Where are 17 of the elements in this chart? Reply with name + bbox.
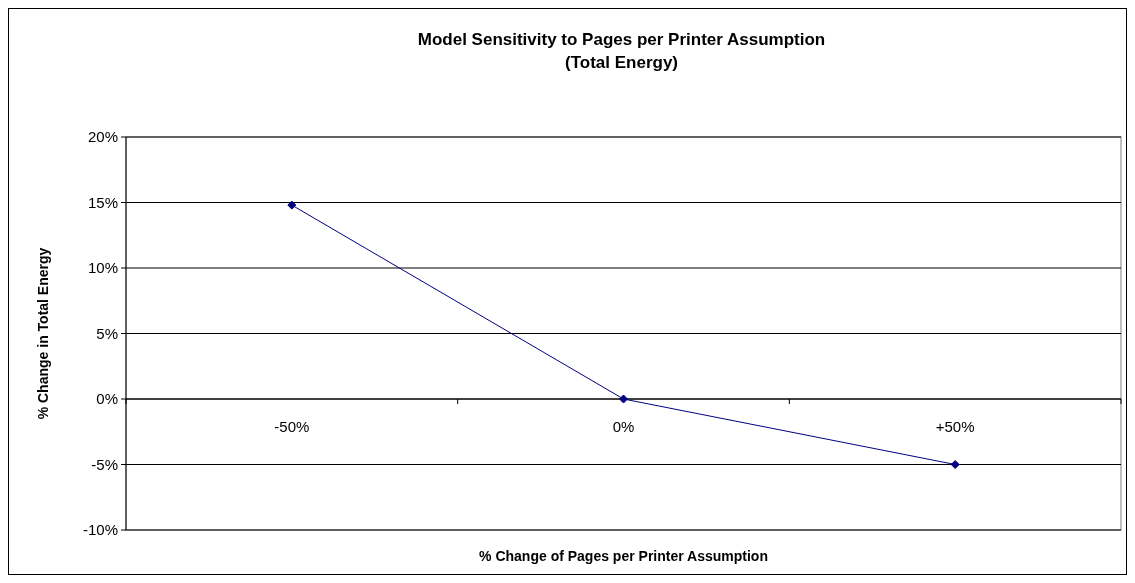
point: [950, 460, 960, 469]
y-tick-label: 10%: [87, 259, 118, 276]
point: [619, 394, 628, 404]
x-axis-title: % Change of Pages per Printer Assumption: [479, 548, 768, 564]
chart-title: Model Sensitivity to Pages per Printer Assumption: [417, 30, 826, 49]
x-tick-label: 0%: [612, 418, 635, 435]
y-tick-label: -5%: [91, 455, 118, 473]
y-tick-label: 0%: [96, 390, 118, 407]
point: [287, 200, 297, 210]
y-tick-label: 20%: [87, 128, 118, 145]
y-tick-label: 15%: [87, 193, 118, 211]
y-axis-title: % Change in Total Energy: [35, 247, 51, 420]
x-tick-label: -50%: [274, 418, 310, 435]
chart-subtitle: (Total Energy): [564, 53, 679, 72]
x-tick-label: +50%: [935, 418, 975, 435]
y-tick-label: -10%: [82, 521, 118, 538]
y-tick-label: 5%: [96, 324, 118, 342]
